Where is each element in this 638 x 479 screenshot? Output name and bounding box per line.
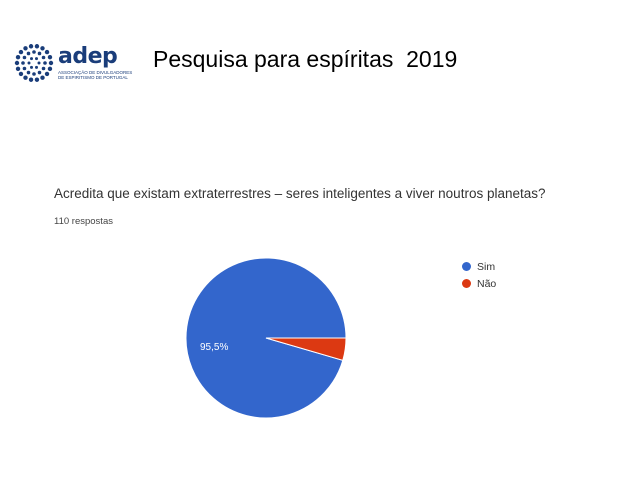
chart-title: Acredita que existam extraterrestres – s… bbox=[54, 186, 546, 201]
legend-label-nao: Não bbox=[477, 277, 497, 290]
response-count: 110 respostas bbox=[54, 216, 113, 227]
legend-swatch-nao bbox=[462, 279, 471, 288]
chart-legend: Sim Não bbox=[462, 258, 496, 292]
legend-swatch-sim bbox=[462, 262, 471, 271]
logo-subtitle: ASSOCIAÇÃO DE DIVULGADORES DE ESPIRITISM… bbox=[58, 70, 133, 80]
legend-label-sim: Sim bbox=[477, 260, 496, 273]
pie-chart: 95,5% bbox=[185, 257, 347, 419]
legend-item-nao: Não bbox=[462, 275, 496, 292]
adep-dots-icon bbox=[14, 44, 54, 82]
logo-name: adep bbox=[58, 44, 118, 69]
legend-item-sim: Sim bbox=[462, 258, 496, 275]
adep-logo: adep ASSOCIAÇÃO DE DIVULGADORES DE ESPIR… bbox=[14, 42, 134, 84]
slide-title: Pesquisa para espíritas 2019 bbox=[153, 46, 458, 72]
pie-slice-nao bbox=[265, 337, 347, 361]
pie-data-label: 95,5% bbox=[200, 342, 228, 353]
